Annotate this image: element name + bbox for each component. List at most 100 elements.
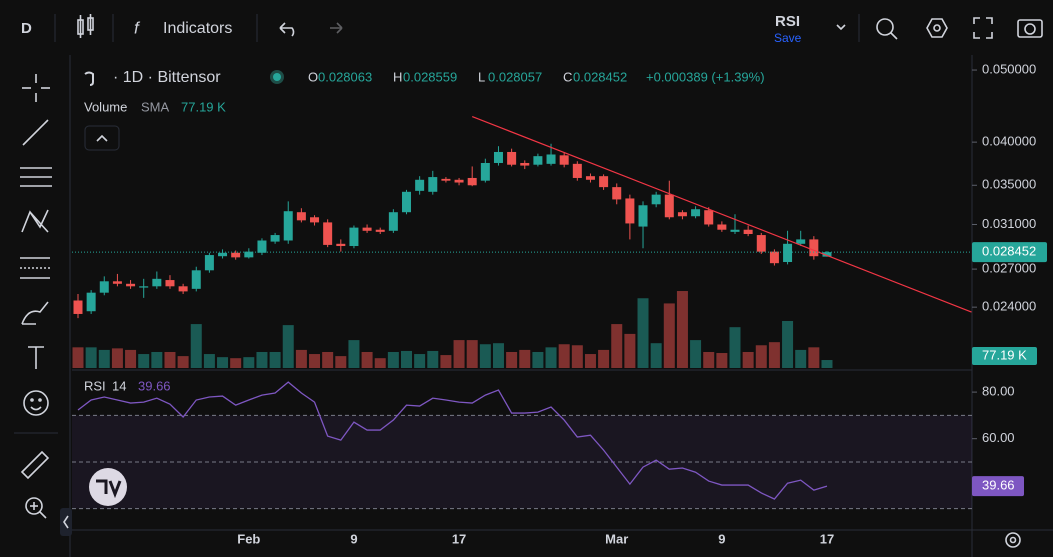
candle-body <box>809 239 819 257</box>
x-tick-label: 9 <box>350 531 357 546</box>
volume-bar <box>821 360 833 368</box>
candle-body <box>99 281 109 293</box>
candle-body <box>336 243 346 247</box>
candle-body <box>283 211 293 241</box>
candle-body <box>585 176 595 180</box>
volume-bar <box>466 340 478 368</box>
fib-tool[interactable] <box>20 167 52 187</box>
market-status-dot <box>273 73 281 81</box>
candle-body <box>520 162 530 166</box>
volume-bar <box>295 349 307 368</box>
volume-bar <box>479 344 491 368</box>
snapshot-button[interactable] <box>1017 19 1043 38</box>
volume-bar <box>111 348 123 368</box>
volume-bar <box>282 325 294 368</box>
volume-bar <box>768 342 780 368</box>
ohlc-label: C <box>563 69 572 84</box>
candle-body <box>441 178 451 181</box>
volume-bar <box>611 324 623 368</box>
interval-button[interactable]: D <box>21 20 32 37</box>
volume-bar <box>190 324 202 368</box>
alert-button[interactable] <box>876 18 898 40</box>
indicators-button[interactable]: Indicators <box>163 20 232 37</box>
candle-body <box>191 270 201 289</box>
projection-tool[interactable] <box>20 257 50 279</box>
volume-bar <box>571 345 583 368</box>
volume-tag-label: 77.19 K <box>982 347 1027 362</box>
volume-bar <box>716 353 728 368</box>
volume-bar <box>703 351 715 368</box>
rsi-legend: RSI <box>84 378 106 393</box>
y-tick-label: 0.050000 <box>982 61 1036 76</box>
candle-body <box>178 286 188 292</box>
x-tick-label: Mar <box>605 531 628 546</box>
x-tick-label: Feb <box>237 531 260 546</box>
candle-body <box>677 212 687 217</box>
study-dropdown[interactable] <box>836 24 846 31</box>
candle-body <box>730 229 740 232</box>
candle-body <box>743 229 753 234</box>
settings-button[interactable] <box>926 18 948 38</box>
trendline-tool[interactable] <box>22 119 49 146</box>
chart-type-button[interactable] <box>77 14 94 38</box>
volume-bar <box>506 351 518 368</box>
volume-bar <box>151 351 163 368</box>
pattern-tool[interactable] <box>21 209 49 233</box>
x-tick-label: 17 <box>820 531 834 546</box>
volume-legend: Volume <box>84 99 127 114</box>
ruler-tool[interactable] <box>20 450 50 480</box>
icon-tool[interactable] <box>23 390 49 416</box>
ohlc-value: 0.028452 <box>573 69 627 84</box>
candle-body <box>415 179 425 191</box>
y-tick-label: 0.024000 <box>982 299 1036 314</box>
candle-body <box>257 240 267 253</box>
trendline <box>471 115 972 313</box>
candle-body <box>783 243 793 263</box>
study-name[interactable]: RSI <box>775 13 800 30</box>
volume-bar <box>624 333 636 368</box>
candle-body <box>651 194 661 205</box>
crosshair-tool[interactable] <box>22 74 50 102</box>
volume-bar <box>729 327 741 368</box>
legend-collapse-button[interactable] <box>84 125 120 151</box>
fullscreen-button[interactable] <box>973 17 993 39</box>
candle-body <box>112 281 122 284</box>
candle-body <box>73 300 83 314</box>
candle-body <box>270 235 280 242</box>
volume-bar <box>584 354 596 368</box>
volume-bar <box>663 303 675 368</box>
zoom-tool[interactable] <box>25 497 47 519</box>
rsi-value: 39.66 <box>138 378 171 393</box>
candle-body <box>388 212 398 231</box>
volume-bar <box>164 351 176 368</box>
ohlc-value: 0.028057 <box>488 69 542 84</box>
collapse-arrow <box>63 515 69 529</box>
settings-dot <box>933 24 941 32</box>
candle-body <box>599 176 609 188</box>
candle-body <box>625 198 635 224</box>
volume-sma-legend: SMA <box>141 99 170 114</box>
tv-logo[interactable] <box>89 468 127 506</box>
volume-bar <box>177 356 189 368</box>
text-tool[interactable] <box>28 346 44 369</box>
brush-tool[interactable] <box>21 301 49 325</box>
candle-body <box>480 162 490 181</box>
volume-bar <box>309 354 321 368</box>
rsi-tag-label: 39.66 <box>982 478 1015 493</box>
volume-bar <box>256 351 268 368</box>
candle-body <box>467 177 477 186</box>
save-button[interactable]: Save <box>774 31 802 45</box>
candle-body <box>546 154 556 164</box>
axis-settings[interactable] <box>1005 532 1021 548</box>
indicators-icon[interactable]: f <box>134 18 141 37</box>
change-value: +0.000389 (+1.39%) <box>646 69 765 84</box>
undo-button[interactable] <box>279 22 295 37</box>
rsi-line <box>77 381 828 500</box>
candle-body <box>310 217 320 223</box>
redo-button[interactable] <box>330 22 343 34</box>
ohlc-legend: O 0.028063 H 0.028559 L 0.028057 C 0.028452 <box>308 69 627 84</box>
volume-sma-value: 77.19 K <box>181 99 226 114</box>
y-tick-label: 0.027000 <box>982 261 1036 276</box>
volume-bar <box>742 351 754 368</box>
collapse-tab[interactable] <box>60 508 72 536</box>
